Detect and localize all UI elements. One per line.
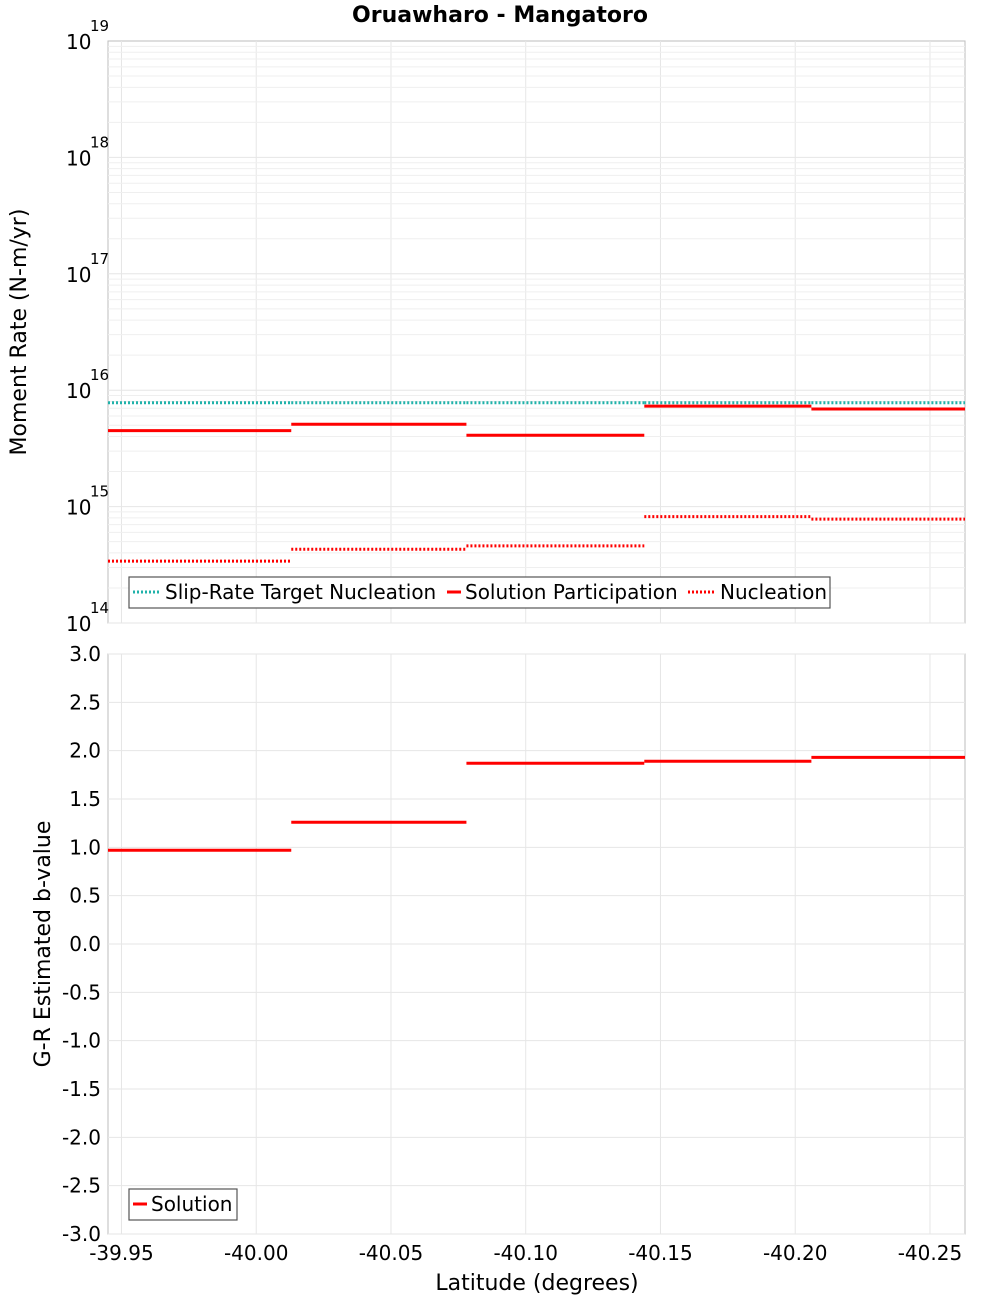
b-value-y-tick-label: -1.0 (62, 1029, 101, 1053)
b-value-y-tick-label: 1.0 (69, 835, 101, 859)
b-value-y-tick-label: -2.5 (62, 1174, 101, 1198)
moment-rate-y-tick-base: 10 (66, 146, 91, 170)
moment-rate-y-tick-exponent: 16 (90, 366, 109, 384)
moment-rate-y-tick-base: 10 (66, 496, 91, 520)
moment-rate-y-tick-exponent: 15 (90, 483, 109, 501)
legend-label-participation: Solution Participation (465, 580, 678, 604)
moment-rate-y-tick-exponent: 18 (90, 133, 109, 151)
b-value-series (108, 755, 965, 852)
moment-rate-y-tick-exponent: 14 (90, 599, 109, 617)
b-value-legend: Solution (128, 1188, 238, 1221)
x-tick-label: -39.95 (89, 1241, 153, 1265)
moment-rate-series (108, 401, 965, 563)
b-value-y-tick-label: 2.0 (69, 739, 101, 763)
b-value-y-tick-label: 0.5 (69, 884, 101, 908)
moment-rate-y-tick-exponent: 17 (90, 250, 109, 268)
x-axis-label: Latitude (degrees) (435, 1271, 638, 1296)
x-tick-label: -40.20 (763, 1241, 827, 1265)
moment-rate-legend: Slip-Rate Target Nucleation Solution Par… (128, 576, 831, 609)
x-tick-label: -40.10 (493, 1241, 557, 1265)
moment-rate-y-tick-base: 10 (66, 379, 91, 403)
b-value-y-tick-label: -3.0 (62, 1222, 101, 1246)
moment-rate-y-tick-base: 10 (66, 263, 91, 287)
b-value-y-tick-label: -1.5 (62, 1077, 101, 1101)
b-value-y-tick-label: 2.5 (69, 690, 101, 714)
moment-rate-y-tick-exponent: 19 (90, 17, 109, 35)
x-ticks: -39.95 -40.00 -40.05 -40.10 -40.15 -40.20 -40.… (89, 1241, 962, 1265)
b-value-grid (108, 653, 965, 1235)
legend-label-target: Slip-Rate Target Nucleation (165, 580, 436, 604)
x-tick-label: -40.25 (898, 1241, 962, 1265)
x-tick-label: -40.00 (224, 1241, 288, 1265)
legend-label-solution: Solution (151, 1192, 232, 1216)
b-value-y-axis-label: G-R Estimated b-value (31, 821, 56, 1068)
chart-title: Oruawharo - Mangatoro (352, 3, 648, 28)
b-value-y-ticks: 3.0 2.5 2.0 1.5 1.0 0.5 0.0 -0.5 -1.0 -1.5 -2.0 -2.… (62, 642, 101, 1246)
moment-rate-y-tick-base: 10 (66, 30, 91, 54)
x-tick-label: -40.05 (359, 1241, 423, 1265)
b-value-y-tick-label: 3.0 (69, 642, 101, 666)
b-value-y-tick-label: -2.0 (62, 1125, 101, 1149)
moment-rate-y-axis-label: Moment Rate (N-m/yr) (7, 209, 32, 456)
moment-rate-plot-area (107, 40, 966, 624)
b-value-y-tick-label: -0.5 (62, 980, 101, 1004)
moment-rate-y-tick-base: 10 (66, 612, 91, 636)
x-tick-label: -40.15 (628, 1241, 692, 1265)
b-value-y-tick-label: 1.5 (69, 787, 101, 811)
b-value-y-tick-label: 0.0 (69, 932, 101, 956)
legend-label-nucleation: Nucleation (720, 580, 827, 604)
b-value-panel: 3.0 2.5 2.0 1.5 1.0 0.5 0.0 -0.5 -1.0 -1.5 -2.0 -2.… (31, 642, 966, 1246)
